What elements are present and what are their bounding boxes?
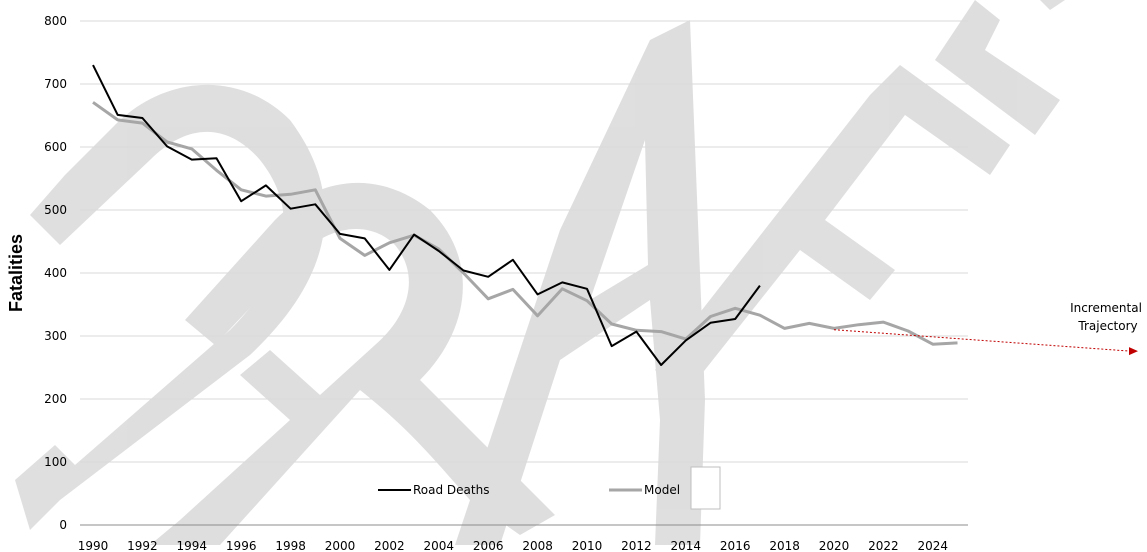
x-tick-label-2022: 2022 xyxy=(868,539,899,552)
axes: 0 100 200 300 400 500 600 700 800 1990 1992 1994 199… xyxy=(44,14,948,552)
x-tick-label-1992: 1992 xyxy=(127,539,158,552)
y-tick-label-500: 500 xyxy=(44,203,67,217)
series-layer xyxy=(92,64,958,366)
y-tick-label-400: 400 xyxy=(44,266,67,280)
x-tick-label-1994: 1994 xyxy=(177,539,208,552)
x-tick-label-2012: 2012 xyxy=(621,539,652,552)
y-axis-label: Fatalities xyxy=(6,234,26,312)
y-tick-label-200: 200 xyxy=(44,392,67,406)
x-tick-label-2008: 2008 xyxy=(522,539,553,552)
legend-label-road-deaths: Road Deaths xyxy=(413,483,489,497)
annotation-layer: Incremental Trajectory xyxy=(833,301,1142,356)
annotation-label-line1: Incremental xyxy=(1070,301,1142,315)
legend-label-model: Model xyxy=(644,483,680,497)
x-tick-label-2002: 2002 xyxy=(374,539,405,552)
y-tick-label-700: 700 xyxy=(44,77,67,91)
annotation-label-line2: Trajectory xyxy=(1077,319,1137,333)
x-tick-label-1990: 1990 xyxy=(78,539,109,552)
series-line-road-deaths xyxy=(92,64,761,366)
y-tick-label-0: 0 xyxy=(59,518,67,532)
x-tick-label-2018: 2018 xyxy=(769,539,800,552)
x-tick-label-2000: 2000 xyxy=(325,539,356,552)
x-tick-label-1996: 1996 xyxy=(226,539,257,552)
y-tick-label-800: 800 xyxy=(44,14,67,28)
x-tick-label-2006: 2006 xyxy=(473,539,504,552)
x-tick-label-2020: 2020 xyxy=(819,539,850,552)
series-line-model xyxy=(92,101,958,346)
x-tick-label-2024: 2024 xyxy=(918,539,949,552)
x-tick-label-2016: 2016 xyxy=(720,539,751,552)
trajectory-line xyxy=(833,329,1131,352)
y-tick-label-300: 300 xyxy=(44,329,67,343)
legend: Road Deaths Model xyxy=(378,466,721,510)
x-tick-label-2014: 2014 xyxy=(671,539,702,552)
trajectory-arrowhead xyxy=(1129,347,1138,356)
x-tick-label-1998: 1998 xyxy=(275,539,306,552)
y-tick-label-600: 600 xyxy=(44,140,67,154)
y-tick-label-100: 100 xyxy=(44,455,67,469)
legend-empty-box xyxy=(690,466,721,510)
x-tick-label-2010: 2010 xyxy=(572,539,603,552)
gridlines xyxy=(80,20,968,526)
x-tick-label-2004: 2004 xyxy=(424,539,455,552)
